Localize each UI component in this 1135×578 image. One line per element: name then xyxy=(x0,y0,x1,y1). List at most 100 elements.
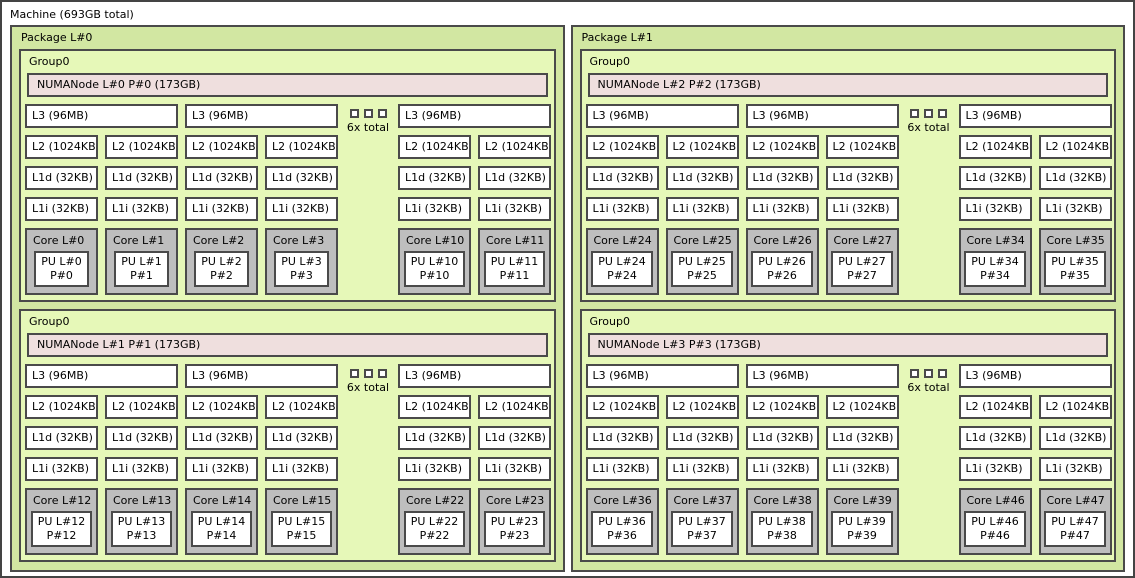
numanode-box: NUMANode L#2 P#2 (173GB) xyxy=(587,73,1108,97)
l1i-cache: L1i (32KB) xyxy=(25,457,98,481)
pu-logical-label: PU L#39 xyxy=(838,515,886,528)
elision-label: 6x total xyxy=(907,121,950,134)
core-label: Core L#25 xyxy=(673,234,732,247)
l1d-cache: L1d (32KB) xyxy=(265,166,338,190)
elided-caches-indicator: 6x total xyxy=(906,364,952,394)
core-label: Core L#34 xyxy=(966,234,1025,247)
pu-box: PU L#14 P#14 xyxy=(190,511,253,547)
l2-cache: L2 (1024KB) xyxy=(398,135,471,159)
pu-box: PU L#22 P#22 xyxy=(403,511,466,547)
pu-box: PU L#15 P#15 xyxy=(270,511,333,547)
pu-box: PU L#23 P#23 xyxy=(483,511,546,547)
core-column: L2 (1024KB) L1d (32KB) L1i (32KB) Core L… xyxy=(105,395,178,555)
l1d-cache: L1d (32KB) xyxy=(825,166,899,190)
l2-cache: L2 (1024KB) xyxy=(265,395,338,419)
pu-logical-label: PU L#23 xyxy=(490,515,539,528)
l3-cluster: L3 (96MB) L2 (1024KB) L1d (32KB) L1i (32… xyxy=(745,364,899,555)
elision-square-icon xyxy=(938,369,947,378)
elision-squares xyxy=(349,109,387,118)
elision-square-icon xyxy=(349,109,359,118)
elision-square-icon xyxy=(938,109,947,118)
pu-physical-label: P#38 xyxy=(767,529,797,542)
core-columns: L2 (1024KB) L1d (32KB) L1i (32KB) Core L… xyxy=(745,395,899,555)
elision-square-icon xyxy=(910,369,919,378)
package-box-1: Package L#1 Group0 NUMANode L#2 P#2 (173… xyxy=(570,25,1125,572)
core-box: Core L#26 PU L#26 P#26 xyxy=(745,228,819,295)
l3-cache: L3 (96MB) xyxy=(585,104,739,128)
core-label: Core L#3 xyxy=(273,234,325,247)
pu-physical-label: P#10 xyxy=(419,269,450,282)
cluster-row: L3 (96MB) L2 (1024KB) L1d (32KB) L1i (32… xyxy=(25,104,554,295)
pu-box: PU L#12 P#12 xyxy=(30,511,93,547)
core-label: Core L#38 xyxy=(753,494,812,507)
core-box: Core L#39 PU L#39 P#39 xyxy=(825,488,899,555)
core-box: Core L#37 PU L#37 P#37 xyxy=(665,488,739,555)
l3-cache: L3 (96MB) xyxy=(958,104,1112,128)
l2-cache: L2 (1024KB) xyxy=(1038,395,1112,419)
l1d-cache: L1d (32KB) xyxy=(25,426,98,450)
l2-cache: L2 (1024KB) xyxy=(825,135,899,159)
core-box: Core L#2 PU L#2 P#2 xyxy=(185,228,258,295)
l2-cache: L2 (1024KB) xyxy=(25,135,98,159)
core-columns: L2 (1024KB) L1d (32KB) L1i (32KB) Core L… xyxy=(25,395,178,555)
core-column: L2 (1024KB) L1d (32KB) L1i (32KB) Core L… xyxy=(1038,395,1112,555)
core-column: L2 (1024KB) L1d (32KB) L1i (32KB) Core L… xyxy=(825,395,899,555)
l1d-cache: L1d (32KB) xyxy=(665,426,739,450)
l2-cache: L2 (1024KB) xyxy=(585,395,659,419)
pu-box: PU L#2 P#2 xyxy=(194,251,249,287)
elided-caches-indicator: 6x total xyxy=(345,104,391,134)
core-box: Core L#24 PU L#24 P#24 xyxy=(585,228,659,295)
pu-logical-label: PU L#38 xyxy=(758,515,806,528)
pu-box: PU L#37 P#37 xyxy=(671,511,733,547)
pu-box: PU L#10 P#10 xyxy=(403,251,466,287)
l1i-cache: L1i (32KB) xyxy=(185,197,258,221)
l1i-cache: L1i (32KB) xyxy=(825,457,899,481)
pu-box: PU L#47 P#47 xyxy=(1044,511,1106,547)
group-box: Group0 NUMANode L#0 P#0 (173GB) L3 (96MB… xyxy=(19,49,556,302)
l3-cluster: L3 (96MB) L2 (1024KB) L1d (32KB) L1i (32… xyxy=(585,104,739,295)
core-label: Core L#11 xyxy=(486,234,545,247)
pu-logical-label: PU L#12 xyxy=(37,515,86,528)
pu-logical-label: PU L#3 xyxy=(281,255,322,268)
pu-box: PU L#39 P#39 xyxy=(831,511,893,547)
pu-logical-label: PU L#1 xyxy=(121,255,162,268)
pu-logical-label: PU L#0 xyxy=(41,255,82,268)
l1d-cache: L1d (32KB) xyxy=(265,426,338,450)
l1i-cache: L1i (32KB) xyxy=(398,197,471,221)
pu-physical-label: P#11 xyxy=(499,269,530,282)
group-label: Group0 xyxy=(29,55,70,68)
core-box: Core L#15 PU L#15 P#15 xyxy=(265,488,338,555)
l1i-cache: L1i (32KB) xyxy=(478,457,551,481)
core-columns: L2 (1024KB) L1d (32KB) L1i (32KB) Core L… xyxy=(398,135,551,295)
core-columns: L2 (1024KB) L1d (32KB) L1i (32KB) Core L… xyxy=(585,135,739,295)
cluster-row: L3 (96MB) L2 (1024KB) L1d (32KB) L1i (32… xyxy=(585,104,1115,295)
group-label: Group0 xyxy=(29,315,70,328)
core-column: L2 (1024KB) L1d (32KB) L1i (32KB) Core L… xyxy=(958,135,1032,295)
package-label: Package L#1 xyxy=(581,31,653,44)
elision-label: 6x total xyxy=(346,381,390,394)
elision-square-icon xyxy=(363,369,373,378)
core-box: Core L#35 PU L#35 P#35 xyxy=(1038,228,1112,295)
pu-logical-label: PU L#25 xyxy=(678,255,726,268)
l1i-cache: L1i (32KB) xyxy=(825,197,899,221)
core-column: L2 (1024KB) L1d (32KB) L1i (32KB) Core L… xyxy=(25,135,98,295)
pu-box: PU L#26 P#26 xyxy=(751,251,813,287)
numanode-box: NUMANode L#3 P#3 (173GB) xyxy=(587,333,1108,357)
core-column: L2 (1024KB) L1d (32KB) L1i (32KB) Core L… xyxy=(585,135,659,295)
pu-logical-label: PU L#26 xyxy=(758,255,806,268)
core-box: Core L#0 PU L#0 P#0 xyxy=(25,228,98,295)
l3-cluster: L3 (96MB) L2 (1024KB) L1d (32KB) L1i (32… xyxy=(398,104,551,295)
l1i-cache: L1i (32KB) xyxy=(105,457,178,481)
l3-cluster: L3 (96MB) L2 (1024KB) L1d (32KB) L1i (32… xyxy=(185,364,338,555)
core-box: Core L#22 PU L#22 P#22 xyxy=(398,488,471,555)
elision-square-icon xyxy=(349,369,359,378)
elision-squares xyxy=(349,369,387,378)
pu-box: PU L#25 P#25 xyxy=(671,251,733,287)
elision-square-icon xyxy=(924,109,933,118)
core-box: Core L#12 PU L#12 P#12 xyxy=(25,488,98,555)
core-box: Core L#13 PU L#13 P#13 xyxy=(105,488,178,555)
core-column: L2 (1024KB) L1d (32KB) L1i (32KB) Core L… xyxy=(478,135,551,295)
l3-cache: L3 (96MB) xyxy=(585,364,739,388)
elision-square-icon xyxy=(363,109,373,118)
pu-logical-label: PU L#34 xyxy=(971,255,1019,268)
